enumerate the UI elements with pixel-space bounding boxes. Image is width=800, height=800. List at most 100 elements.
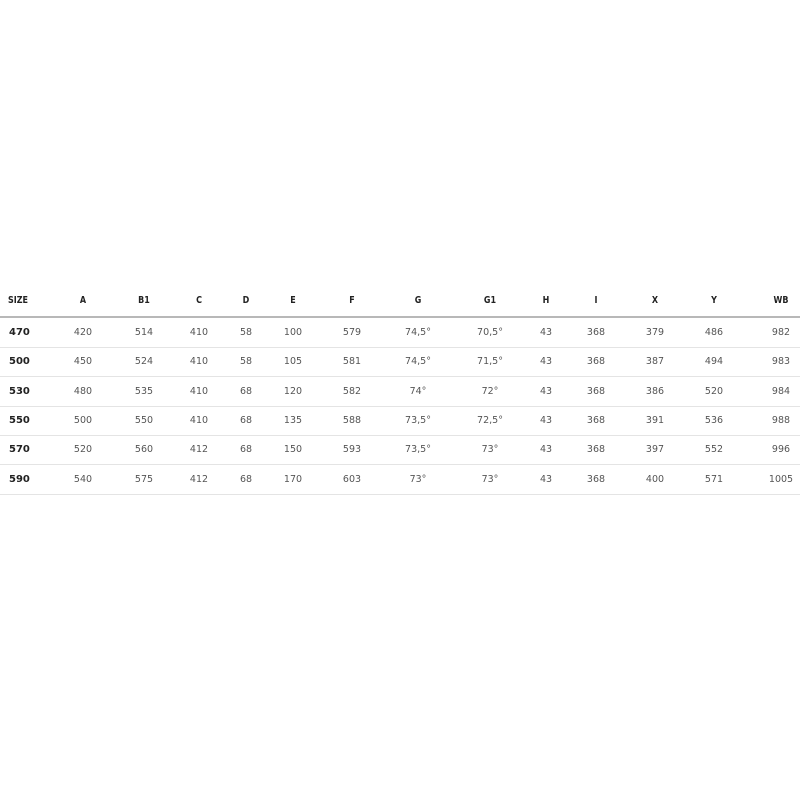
- table-cell-g1: 70,5°: [477, 327, 503, 338]
- table-cell-g: 73,5°: [405, 444, 431, 456]
- table-cell-f: 581: [342, 356, 362, 368]
- table-row: 470 420 514 410 58 100 579 74,5° 70,5° 43 368 379 48…: [0, 318, 800, 348]
- table-cell-d: 58: [239, 327, 253, 338]
- table-cell-c: 410: [189, 356, 209, 368]
- table-cell-y: 536: [704, 414, 724, 426]
- column-header-size: SIZE: [8, 295, 29, 306]
- table-cell-h: 43: [539, 473, 553, 485]
- table-cell-i: 368: [586, 356, 606, 368]
- table-cell-a: 500: [73, 414, 93, 426]
- table-cell-h: 43: [539, 385, 553, 397]
- table-cell-d: 68: [239, 414, 253, 426]
- table-cell-i: 368: [586, 444, 606, 456]
- column-header-c: C: [196, 295, 202, 306]
- column-header-wb: WB: [773, 295, 789, 306]
- table-cell-g: 74°: [409, 385, 427, 397]
- table-cell-f: 593: [342, 444, 362, 456]
- column-header-g: G: [414, 295, 422, 306]
- table-cell-g1: 73°: [481, 444, 499, 456]
- table-cell-f: 582: [342, 385, 362, 397]
- table-cell-h: 43: [539, 444, 553, 456]
- table-cell-i: 368: [586, 327, 606, 338]
- table-cell-y: 486: [704, 327, 724, 338]
- table-cell-x: 379: [645, 327, 665, 338]
- table-row: 570 520 560 412 68 150 593 73,5° 73° 43 368 397 552 9…: [0, 435, 800, 466]
- column-header-y: Y: [711, 295, 717, 306]
- table-row: 500 450 524 410 58 105 581 74,5° 71,5° 43 368 387 49…: [0, 347, 800, 378]
- table-cell-y: 520: [704, 385, 724, 397]
- table-cell-g1: 72°: [481, 385, 499, 397]
- table-cell-y: 571: [704, 473, 724, 485]
- column-header-x: X: [651, 295, 659, 306]
- table-cell-a: 420: [73, 327, 93, 338]
- table-cell-y: 494: [704, 356, 724, 368]
- table-cell-wb: 996: [771, 444, 791, 456]
- column-header-g1: G1: [483, 295, 497, 306]
- table-cell-b1: 535: [134, 385, 154, 397]
- table-cell-size: 550: [9, 414, 30, 426]
- table-cell-x: 400: [645, 473, 665, 485]
- table-cell-b1: 514: [134, 327, 154, 338]
- table-cell-f: 579: [342, 327, 362, 338]
- table-cell-g1: 72,5°: [477, 414, 503, 426]
- table-cell-f: 588: [342, 414, 362, 426]
- table-cell-y: 552: [704, 444, 724, 456]
- table-cell-h: 43: [539, 414, 553, 426]
- table-cell-x: 386: [645, 385, 665, 397]
- column-header-i: I: [594, 295, 598, 306]
- table-cell-wb: 982: [771, 327, 791, 338]
- table-cell-wb: 988: [771, 414, 791, 426]
- table-cell-e: 100: [283, 327, 303, 338]
- table-row: 530 480 535 410 68 120 582 74° 72° 43 368 386 520 984: [0, 377, 800, 407]
- table-cell-size: 470: [9, 327, 30, 338]
- table-cell-f: 603: [342, 473, 362, 485]
- table-cell-h: 43: [539, 356, 553, 368]
- table-cell-c: 410: [189, 385, 209, 397]
- table-cell-b1: 560: [134, 444, 154, 456]
- column-header-d: D: [242, 295, 250, 306]
- table-cell-c: 412: [189, 473, 209, 485]
- table-cell-x: 391: [645, 414, 665, 426]
- table-cell-c: 410: [189, 327, 209, 338]
- table-cell-d: 68: [239, 473, 253, 485]
- table-cell-a: 540: [73, 473, 93, 485]
- table-cell-a: 520: [73, 444, 93, 456]
- table-cell-wb: 983: [771, 356, 791, 368]
- table-cell-d: 68: [239, 444, 253, 456]
- table-cell-e: 135: [283, 414, 303, 426]
- table-cell-g1: 71,5°: [477, 356, 503, 368]
- table-row: 550 500 550 410 68 135 588 73,5° 72,5° 43 368 391 53…: [0, 406, 800, 436]
- table-cell-size: 530: [9, 385, 30, 397]
- table-cell-e: 105: [283, 356, 303, 368]
- table-header-row: SIZE A B1 C D E F G G1 H I X Y WB: [0, 285, 800, 318]
- table-cell-h: 43: [539, 327, 553, 338]
- column-header-f: F: [349, 295, 355, 306]
- table-cell-e: 150: [283, 444, 303, 456]
- table-cell-b1: 524: [134, 356, 154, 368]
- table-cell-size: 590: [9, 473, 30, 485]
- table-cell-e: 170: [283, 473, 303, 485]
- table-cell-i: 368: [586, 414, 606, 426]
- table-cell-b1: 550: [134, 414, 154, 426]
- table-cell-c: 412: [189, 444, 209, 456]
- table-cell-g: 74,5°: [405, 327, 431, 338]
- table-cell-i: 368: [586, 385, 606, 397]
- column-header-e: E: [290, 295, 296, 306]
- table-cell-a: 480: [73, 385, 93, 397]
- table-cell-c: 410: [189, 414, 209, 426]
- table-cell-g1: 73°: [481, 473, 499, 485]
- column-header-a: A: [79, 295, 87, 306]
- table-row: 590 540 575 412 68 170 603 73° 73° 43 368 400 571 100…: [0, 465, 800, 495]
- table-cell-x: 397: [645, 444, 665, 456]
- table-cell-size: 570: [9, 444, 30, 456]
- table-cell-g: 74,5°: [405, 356, 431, 368]
- table-cell-b1: 575: [134, 473, 154, 485]
- table-cell-x: 387: [645, 356, 665, 368]
- table-cell-wb: 1005: [768, 473, 794, 485]
- table-cell-e: 120: [283, 385, 303, 397]
- column-header-h: H: [542, 295, 550, 306]
- table-cell-g: 73,5°: [405, 414, 431, 426]
- table-cell-d: 58: [239, 356, 253, 368]
- table-cell-i: 368: [586, 473, 606, 485]
- table-cell-a: 450: [73, 356, 93, 368]
